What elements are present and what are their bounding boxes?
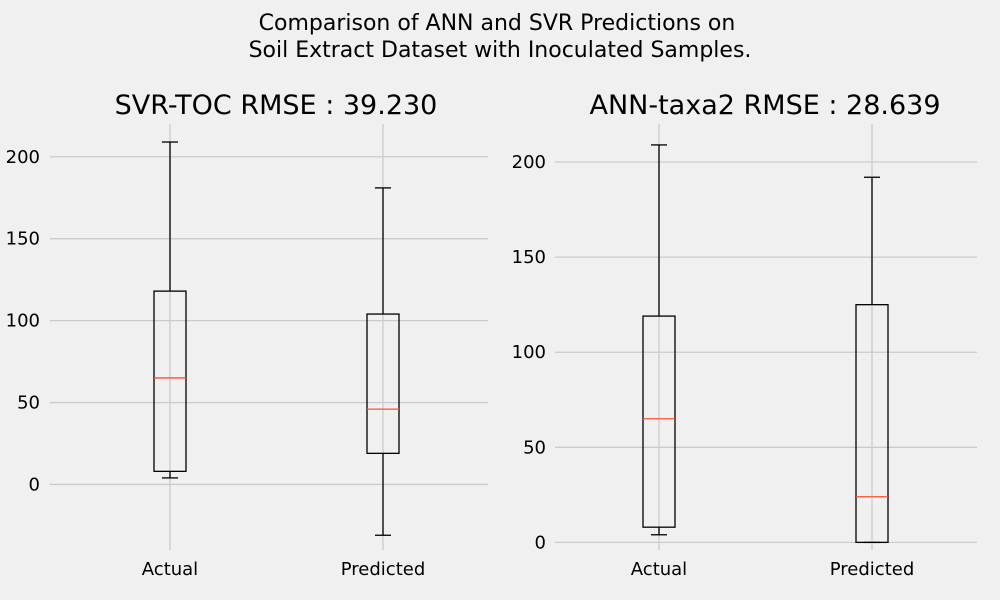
figure-title-line-1: Comparison of ANN and SVR Predictions on xyxy=(259,11,736,36)
y-tick-label: 100 xyxy=(512,342,546,363)
iqr-box xyxy=(855,304,889,544)
iqr-box xyxy=(366,313,400,454)
box-predicted xyxy=(855,176,889,544)
iqr-box xyxy=(153,290,187,473)
left-panel-title: SVR-TOC RMSE : 39.230 xyxy=(115,90,438,121)
y-tick-label: 0 xyxy=(29,474,40,495)
y-tick-label: 0 xyxy=(535,532,546,553)
y-tick-label: 200 xyxy=(512,152,546,173)
y-tick-label: 200 xyxy=(6,147,40,168)
x-tick-label: Predicted xyxy=(830,559,915,580)
y-tick-label: 150 xyxy=(6,229,40,250)
x-tick-label: Predicted xyxy=(341,559,426,580)
left-boxplot-panel: SVR-TOC RMSE : 39.230 0 50 100 150 200 Actual… xyxy=(6,90,488,580)
iqr-box xyxy=(642,315,676,528)
x-tick-label: Actual xyxy=(631,559,687,580)
right-boxplot-panel: ANN-taxa2 RMSE : 28.639 0 50 100 150 200 Actu… xyxy=(512,90,977,580)
figure-title-line-2: Soil Extract Dataset with Inoculated Sam… xyxy=(249,38,752,63)
y-tick-label: 50 xyxy=(17,393,40,414)
x-tick-label: Actual xyxy=(142,559,198,580)
y-tick-label: 50 xyxy=(523,437,546,458)
right-panel-title: ANN-taxa2 RMSE : 28.639 xyxy=(589,90,940,121)
box-actual xyxy=(642,144,676,536)
y-tick-label: 100 xyxy=(6,311,40,332)
box-actual xyxy=(153,141,187,479)
y-tick-label: 150 xyxy=(512,247,546,268)
box-predicted xyxy=(366,187,400,536)
